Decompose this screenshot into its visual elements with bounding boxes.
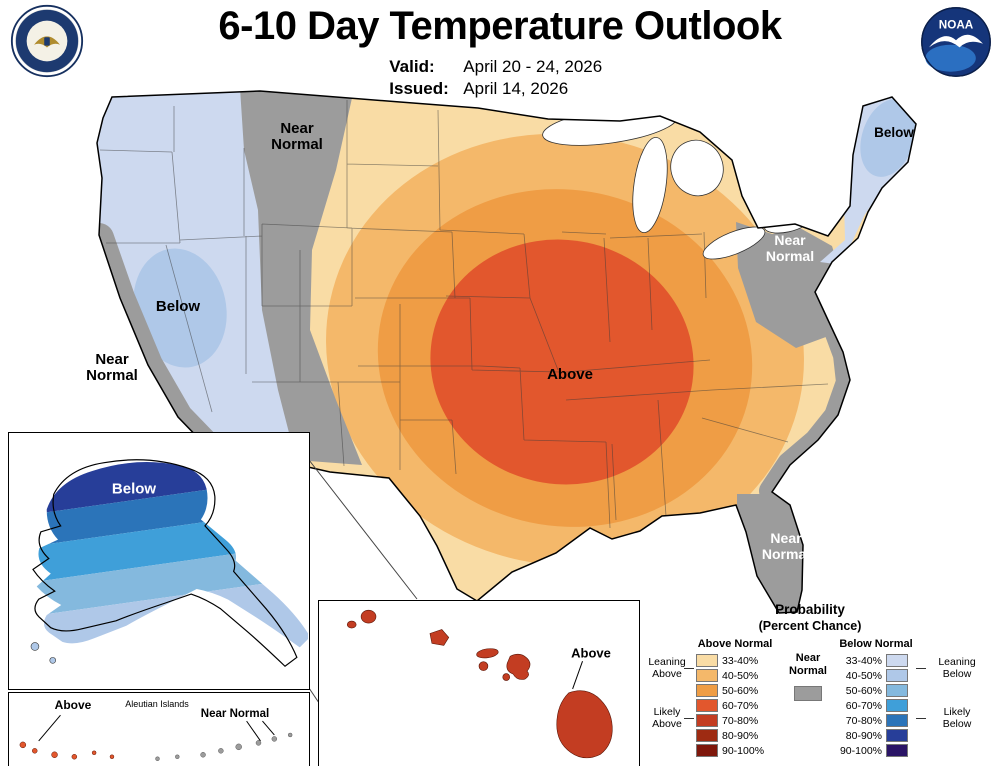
legend-above-range: 33-40% [722, 654, 759, 667]
hawaii-inset: Above [318, 600, 640, 766]
legend-likely-below: Likely Below [942, 706, 972, 730]
legend-below-swatch [886, 669, 908, 682]
legend-below-swatch [886, 699, 908, 712]
label-north-near-normal: Near Normal [271, 120, 323, 153]
hawaii-islands [346, 609, 613, 759]
valid-value: April 20 - 24, 2026 [463, 57, 603, 76]
legend-below-range: 90-100% [839, 744, 882, 757]
alaska-inset: Below [8, 432, 310, 690]
region-maine-below [860, 99, 916, 177]
noaa-logo-text: NOAA [939, 19, 974, 32]
label-hawaii-above: Above [571, 645, 611, 661]
label-aleutian-islands: Aleutian Islands [125, 699, 189, 709]
legend-leaning-below: Leaning Below [938, 656, 976, 680]
legend-below-range: 60-70% [845, 699, 882, 712]
legend-below-header: Below Normal [839, 638, 913, 650]
alaska-island [30, 642, 40, 651]
region-north-near-normal [240, 91, 362, 465]
legend-below-range: 70-80% [845, 714, 882, 727]
commerce-seal-icon [10, 4, 84, 78]
label-aleutian-above: Above [54, 698, 92, 712]
legend-above-range: 50-60% [722, 684, 759, 697]
legend-below-swatch [886, 729, 908, 742]
legend-tick [916, 668, 926, 669]
legend-above-swatch [696, 744, 718, 757]
legend-above-swatch [696, 684, 718, 697]
legend-near-normal-line1: Near [795, 652, 821, 664]
hawaii-above-pointer [572, 661, 583, 690]
aleutian-islands-above [19, 741, 115, 760]
label-aleutian-near-normal: Near Normal [200, 708, 270, 720]
aleutian-above-pointer [38, 714, 61, 742]
aleutian-map [19, 714, 293, 761]
label-alaska-below: Below [111, 480, 157, 498]
legend-above-swatch [696, 699, 718, 712]
legend-tick [916, 718, 926, 719]
alaska-island-2 [49, 657, 57, 664]
aleutian-nn-pointer [246, 720, 261, 742]
valid-label: Valid: [389, 57, 435, 76]
legend-likely-above: Likely Above [652, 706, 682, 730]
legend-near-normal-swatch [794, 686, 822, 701]
issued-value: April 14, 2026 [463, 79, 569, 98]
legend-subtitle: (Percent Chance) [758, 619, 862, 633]
valid-issued-block: Valid: April 20 - 24, 2026 Issued: April… [389, 56, 602, 100]
region-nevada-below [133, 248, 227, 368]
legend-below-range: 80-90% [845, 729, 882, 742]
legend-near-normal: Near Normal [780, 652, 836, 701]
legend-below-swatch [886, 714, 908, 727]
label-northeast-near-normal: Near Normal [765, 232, 815, 264]
legend-above-range: 90-100% [722, 744, 765, 757]
legend-above-range: 80-90% [722, 729, 759, 742]
legend-below-swatch [886, 684, 908, 697]
alaska-outline [32, 459, 298, 668]
legend-above-swatch [696, 729, 718, 742]
aleutian-nn-pointer-2 [262, 720, 275, 736]
legend-below-swatch [886, 744, 908, 757]
legend-above-swatch [696, 714, 718, 727]
legend-title: Probability [775, 602, 845, 617]
issued-label: Issued: [389, 79, 449, 98]
label-coast-near-normal: Near Normal [86, 351, 138, 384]
region-above-core [430, 239, 694, 485]
legend-above-header: Above Normal [697, 638, 773, 650]
state-borders [99, 100, 829, 529]
legend-above-range: 60-70% [722, 699, 759, 712]
label-florida-near-normal: Near Normal [761, 530, 811, 562]
legend-above-range: 70-80% [722, 714, 759, 727]
label-center-above: Above [547, 366, 593, 383]
aleutian-islands-near-normal [155, 732, 293, 761]
legend-below-range: 33-40% [845, 654, 882, 667]
inset-connector-line [308, 459, 418, 600]
page-title: 6-10 Day Temperature Outlook [218, 4, 782, 48]
alaska-map [21, 441, 308, 683]
legend-below-range: 40-50% [845, 669, 882, 682]
legend-below-swatch [886, 654, 908, 667]
legend-near-normal-line2: Normal [789, 665, 827, 677]
legend-above-swatch [696, 654, 718, 667]
legend-tick [684, 668, 694, 669]
noaa-logo-icon: NOAA [921, 7, 991, 77]
alaska-bands [21, 441, 308, 683]
legend-above-range: 40-50% [722, 669, 759, 682]
legend-above-swatch [696, 669, 718, 682]
label-maine-below: Below [874, 125, 914, 140]
hawaii-map [346, 609, 613, 759]
legend-tick [684, 718, 694, 719]
legend-leaning-above: Leaning Above [648, 656, 686, 680]
probability-legend: Probability (Percent Chance) Above Norma… [640, 598, 996, 766]
legend-below-range: 50-60% [845, 684, 882, 697]
aleutian-inset: Above Aleutian Islands Near Normal [8, 692, 310, 766]
label-west-below: Below [155, 298, 201, 315]
